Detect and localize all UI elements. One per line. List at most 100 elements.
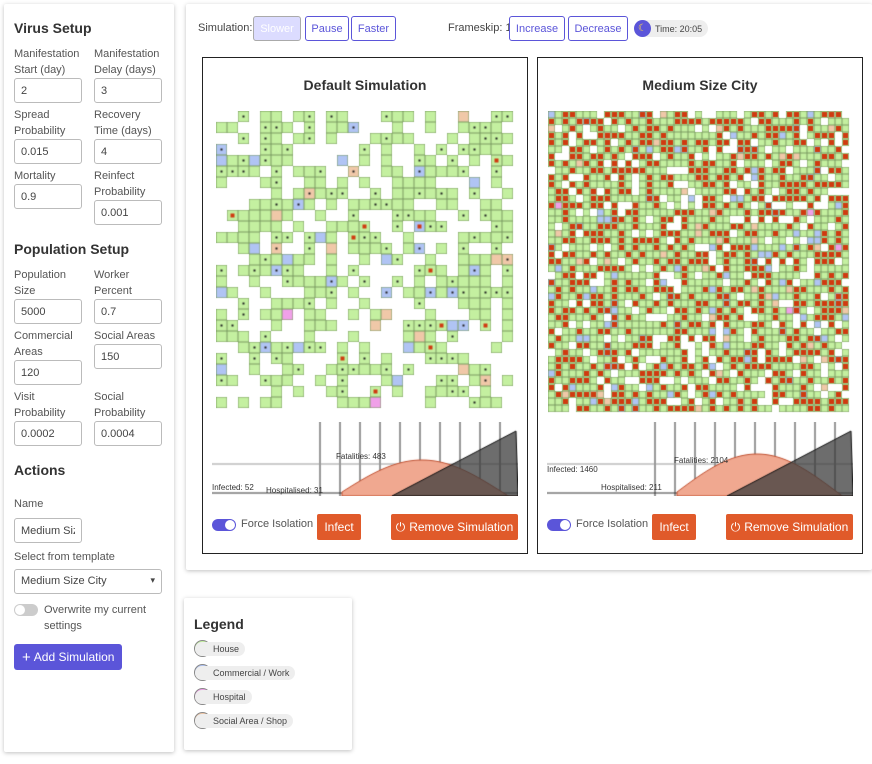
recovery-time-field: Recovery Time (days) — [94, 107, 174, 164]
remove-simulation-button[interactable]: ⏻ Remove Simulation — [726, 514, 853, 540]
power-icon: ⏻ — [395, 519, 406, 534]
pause-button[interactable]: Pause — [305, 16, 349, 41]
force-isolation-toggle[interactable] — [547, 519, 571, 531]
slower-button[interactable]: Slower — [253, 16, 301, 41]
legend-item-hospital: Hospital — [194, 688, 342, 705]
setup-panel: Virus Setup Manifestation Start (day) Ma… — [4, 4, 174, 752]
population-size-label: Population Size — [14, 269, 66, 297]
force-isolation-toggle[interactable] — [212, 519, 236, 531]
spread-probability-field: Spread Probability — [14, 107, 94, 164]
overwrite-label: Overwrite my current settings — [44, 604, 147, 632]
population-size-field: Population Size — [14, 267, 94, 324]
legend-panel: Legend House Commercial / Work Hospital … — [184, 598, 352, 750]
increase-button[interactable]: Increase — [509, 16, 565, 41]
social-areas-field: Social Areas — [94, 328, 174, 385]
reinfect-label: Reinfect Probability — [94, 170, 146, 198]
manifestation-delay-input[interactable] — [94, 78, 162, 103]
manifestation-start-label: Manifestation Start (day) — [14, 48, 80, 76]
virus-setup-heading: Virus Setup — [14, 20, 92, 36]
legend-heading: Legend — [194, 616, 244, 632]
faster-button[interactable]: Faster — [351, 16, 396, 41]
time-label: Time: 20:05 — [655, 23, 703, 34]
template-select[interactable]: Medium Size City ▾ — [14, 569, 162, 594]
simulation-grid — [216, 111, 516, 415]
infect-button[interactable]: Infect — [652, 514, 696, 540]
force-isolation-label: Force Isolation — [241, 518, 314, 530]
visit-probability-field: Visit Probability — [14, 389, 94, 446]
hospitalised-label: Hospitalised: 31 — [266, 486, 323, 495]
population-setup-heading: Population Setup — [14, 241, 130, 257]
social-probability-input[interactable] — [94, 421, 162, 446]
manifestation-start-input[interactable] — [14, 78, 82, 103]
fatalities-label: Fatalities: 2104 — [674, 456, 729, 465]
sim-name-field: Name — [14, 496, 164, 543]
simulation-card: Default Simulation Fatalities: 483 Infec… — [202, 57, 528, 554]
remove-simulation-button[interactable]: ⏻ Remove Simulation — [391, 514, 518, 540]
visit-probability-label: Visit Probability — [14, 391, 66, 419]
worker-percent-label: Worker Percent — [94, 269, 132, 297]
manifestation-delay-field: Manifestation Delay (days) — [94, 46, 174, 103]
add-simulation-button[interactable]: + Add Simulation — [14, 644, 123, 670]
sim-name-input[interactable] — [14, 518, 82, 543]
commercial-areas-input[interactable] — [14, 360, 82, 385]
manifestation-delay-label: Manifestation Delay (days) — [94, 48, 160, 76]
mortality-input[interactable] — [14, 184, 82, 209]
infected-label: Infected: 52 — [212, 483, 254, 492]
remove-simulation-label: Remove Simulation — [744, 520, 849, 534]
social-probability-field: Social Probability — [94, 389, 174, 446]
template-select-value: Medium Size City — [21, 575, 107, 587]
plus-icon: + — [22, 648, 31, 666]
remove-simulation-label: Remove Simulation — [409, 520, 514, 534]
spread-probability-label: Spread Probability — [14, 109, 66, 137]
simulation-chart — [547, 422, 853, 496]
legend-item-house: House — [194, 640, 342, 657]
template-field: Select from template Medium Size City ▾ — [14, 549, 164, 594]
actions-heading: Actions — [14, 462, 66, 478]
reinfect-field: Reinfect Probability — [94, 168, 174, 225]
fatalities-label: Fatalities: 483 — [336, 452, 386, 461]
commercial-areas-label: Commercial Areas — [14, 330, 73, 358]
decrease-button[interactable]: Decrease — [568, 16, 628, 41]
frameskip-label: Frameskip: 1 — [448, 22, 512, 34]
social-areas-input[interactable] — [94, 344, 162, 369]
spread-probability-input[interactable] — [14, 139, 82, 164]
simulation-title: Default Simulation — [303, 77, 427, 93]
select-arrows-icon: ▾ — [150, 575, 155, 585]
legend-item-social: Social Area / Shop — [194, 712, 342, 729]
legend-label: House — [195, 641, 246, 656]
overwrite-row: Overwrite my current settings — [14, 604, 164, 634]
mortality-field: Mortality — [14, 168, 94, 225]
simulation-title: Medium Size City — [642, 77, 758, 93]
mortality-label: Mortality — [14, 170, 56, 182]
simulation-grid — [548, 111, 851, 415]
legend-item-commercial: Commercial / Work — [194, 664, 342, 681]
template-label: Select from template — [14, 551, 115, 563]
overwrite-toggle[interactable] — [14, 604, 38, 616]
simulation-card: Medium Size City Fatalities: 2104 Infect… — [537, 57, 863, 554]
time-badge: ☾ Time: 20:05 — [634, 20, 709, 37]
sim-name-label: Name — [14, 498, 44, 510]
legend-label: Social Area / Shop — [195, 713, 294, 728]
worker-percent-input[interactable] — [94, 299, 162, 324]
recovery-time-label: Recovery Time (days) — [94, 109, 152, 137]
legend-label: Commercial / Work — [195, 665, 296, 680]
manifestation-start-field: Manifestation Start (day) — [14, 46, 94, 103]
recovery-time-input[interactable] — [94, 139, 162, 164]
legend-label: Hospital — [195, 689, 252, 704]
simulation-speed-label: Simulation: — [198, 22, 253, 34]
simulations-panel: Simulation: Slower Pause Faster Frameski… — [186, 4, 872, 570]
infect-button[interactable]: Infect — [317, 514, 361, 540]
commercial-areas-field: Commercial Areas — [14, 328, 94, 385]
force-isolation-label: Force Isolation — [576, 518, 649, 530]
simulation-chart — [212, 422, 518, 496]
infected-label: Infected: 1460 — [547, 465, 598, 474]
worker-percent-field: Worker Percent — [94, 267, 174, 324]
social-areas-label: Social Areas — [94, 330, 156, 342]
visit-probability-input[interactable] — [14, 421, 82, 446]
hospitalised-label: Hospitalised: 211 — [601, 483, 662, 492]
power-icon: ⏻ — [730, 519, 741, 534]
moon-icon: ☾ — [634, 20, 651, 37]
social-probability-label: Social Probability — [94, 391, 146, 419]
population-size-input[interactable] — [14, 299, 82, 324]
reinfect-input[interactable] — [94, 200, 162, 225]
